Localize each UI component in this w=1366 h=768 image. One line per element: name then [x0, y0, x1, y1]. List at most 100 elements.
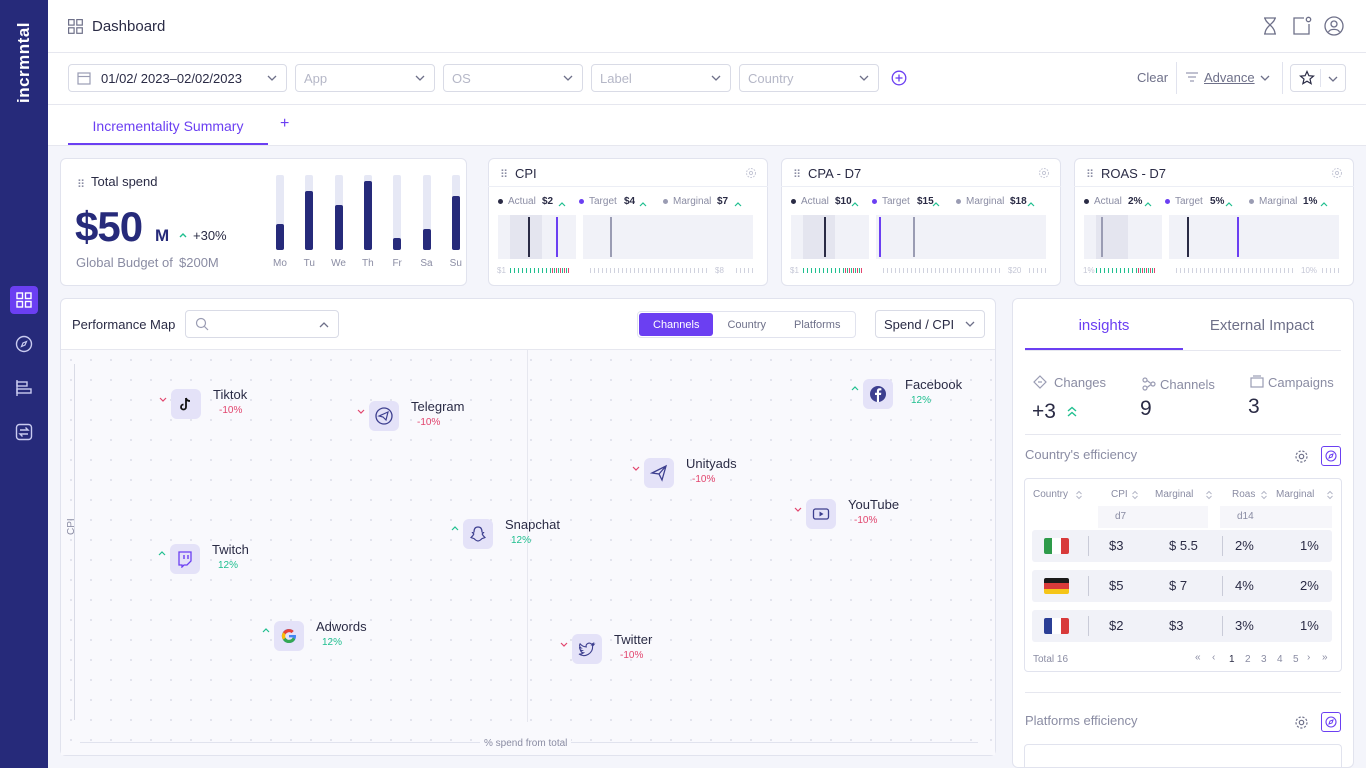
drag-handle-icon[interactable]: ⠿	[1086, 169, 1095, 181]
os-select[interactable]: OS	[443, 64, 583, 92]
sidebar-dashboard-icon[interactable]	[10, 286, 38, 314]
table-column-header[interactable]: Country	[1033, 489, 1069, 500]
segment-country[interactable]: Country	[727, 319, 767, 331]
sidebar-chart-icon[interactable]	[10, 374, 38, 402]
page-number[interactable]: 2	[1245, 654, 1251, 665]
channel-change: 12%	[322, 637, 343, 648]
sort-icon[interactable]	[1260, 488, 1268, 503]
up-arrow-icon	[158, 546, 166, 561]
performance-map-search[interactable]	[185, 310, 339, 338]
settings-gear-icon[interactable]	[1294, 715, 1309, 733]
hourglass-icon[interactable]	[1262, 17, 1278, 38]
stat-changes-label: Changes	[1054, 375, 1107, 390]
up-arrow-icon	[262, 623, 270, 638]
kpi-marker	[1101, 217, 1103, 257]
compass-button[interactable]	[1321, 446, 1341, 466]
last-page-icon[interactable]: »	[1322, 652, 1328, 663]
marginal-label: Marginal	[673, 196, 712, 207]
chevron-down-icon	[1328, 76, 1338, 82]
clear-filters-link[interactable]: Clear	[1137, 70, 1169, 85]
kpi-marker	[913, 217, 915, 257]
channel-name: Telegram	[411, 399, 465, 414]
label-select[interactable]: Label	[591, 64, 731, 92]
app-select[interactable]: App	[295, 64, 435, 92]
channel-change: -10%	[854, 515, 878, 526]
user-avatar-icon[interactable]	[1324, 16, 1344, 39]
add-filter-icon[interactable]	[891, 70, 907, 89]
cell-cpi: $3	[1109, 538, 1124, 553]
compass-icon	[1325, 450, 1337, 462]
tab-incrementality-summary[interactable]: Incrementality Summary	[92, 118, 244, 134]
actual-label: Actual	[1094, 196, 1122, 207]
kpi-tick-strip-grey	[1322, 268, 1342, 273]
app-logo[interactable]: incrmntal	[14, 21, 33, 103]
sidebar	[0, 0, 48, 768]
cell-roas: 4%	[1235, 578, 1254, 593]
sort-icon[interactable]	[1131, 488, 1139, 503]
page-number[interactable]: 1	[1229, 654, 1235, 665]
channel-change: -10%	[417, 417, 441, 428]
star-icon	[1299, 70, 1315, 85]
kpi-actual-value: $10	[835, 196, 852, 207]
actual-dot	[498, 199, 503, 204]
table-row[interactable]	[1032, 570, 1332, 602]
app-select-placeholder: App	[304, 70, 328, 86]
table-column-header[interactable]: Marginal	[1155, 489, 1194, 500]
page-number[interactable]: 4	[1277, 654, 1283, 665]
drag-handle-icon[interactable]: ⠿	[500, 169, 509, 181]
drag-handle-icon[interactable]: ⠿	[77, 179, 87, 191]
cell-marginal: $ 7	[1169, 578, 1188, 593]
table-column-header[interactable]: Roas	[1232, 489, 1256, 500]
advance-filter-link[interactable]: Advance	[1204, 70, 1255, 85]
segment-platforms[interactable]: Platforms	[794, 319, 841, 331]
sidebar-compass-icon[interactable]	[10, 330, 38, 358]
settings-gear-icon[interactable]	[1038, 167, 1050, 182]
table-column-header[interactable]: Marginal	[1276, 489, 1315, 500]
tab-external-impact[interactable]: External Impact	[1209, 317, 1315, 334]
changes-icon	[1033, 375, 1047, 392]
country-select[interactable]: Country	[739, 64, 879, 92]
channel-change: 12%	[911, 395, 932, 406]
tab-insights[interactable]: insights	[1078, 317, 1130, 334]
table-row[interactable]	[1032, 610, 1332, 642]
settings-gear-icon[interactable]	[1294, 449, 1309, 467]
table-row[interactable]	[1032, 530, 1332, 562]
map-center-line	[527, 350, 528, 722]
down-arrow-icon	[794, 501, 802, 516]
day-label: Su	[449, 258, 462, 269]
spend-bar-fill	[276, 224, 284, 250]
sort-icon[interactable]	[1326, 488, 1334, 503]
add-tab-button[interactable]: +	[280, 115, 290, 132]
target-dot	[579, 199, 584, 204]
first-page-icon[interactable]: «	[1195, 652, 1201, 663]
chevron-down-icon[interactable]	[1259, 72, 1271, 87]
page-number[interactable]: 3	[1261, 654, 1267, 665]
table-column-header[interactable]: CPI	[1111, 489, 1128, 500]
divider	[1025, 692, 1341, 693]
date-range-picker[interactable]: 01/02/ 2023–02/02/2023	[68, 64, 287, 92]
metric-select[interactable]: Spend / CPI	[875, 310, 985, 338]
drag-handle-icon[interactable]: ⠿	[793, 169, 802, 181]
settings-gear-icon[interactable]	[1331, 167, 1343, 182]
target-dot	[872, 199, 877, 204]
sort-icon[interactable]	[1075, 488, 1083, 503]
day-label: Tu	[303, 258, 315, 269]
favorites-button[interactable]	[1290, 64, 1346, 92]
stat-campaigns-label: Campaigns	[1268, 375, 1334, 390]
sort-icon[interactable]	[1205, 488, 1213, 503]
cell-marginal-roas: 1%	[1300, 618, 1319, 633]
prev-page-icon[interactable]: ‹	[1212, 652, 1216, 663]
sidebar-swap-icon[interactable]	[10, 418, 38, 446]
kpi-tick-strip-grey	[590, 268, 710, 273]
next-page-icon[interactable]: ›	[1307, 652, 1311, 663]
youtube-icon	[806, 499, 836, 529]
channel-name: YouTube	[848, 497, 900, 512]
segment-channels[interactable]: Channels	[639, 313, 714, 336]
compass-button[interactable]	[1321, 712, 1341, 732]
search-icon	[195, 317, 209, 331]
settings-gear-icon[interactable]	[745, 167, 757, 182]
budget-value: $200M	[179, 255, 219, 270]
notification-icon[interactable]	[1292, 16, 1312, 39]
kpi-scale-min: $1	[497, 266, 506, 275]
page-number[interactable]: 5	[1293, 654, 1299, 665]
